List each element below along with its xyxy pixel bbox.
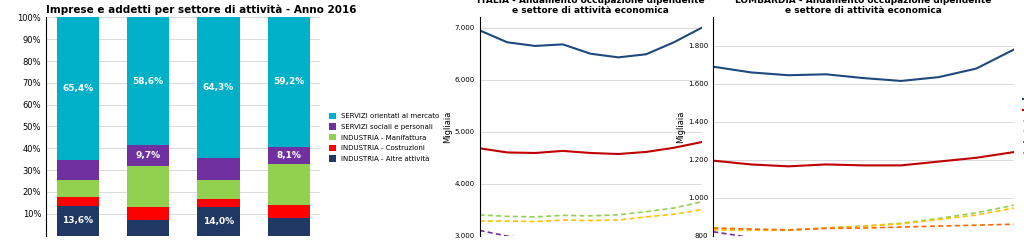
Bar <box>198 180 240 199</box>
Text: 13,6%: 13,6% <box>62 216 93 225</box>
Bar <box>127 17 169 145</box>
Bar <box>127 166 169 207</box>
Y-axis label: Migliaia: Migliaia <box>677 110 685 143</box>
Text: 58,6%: 58,6% <box>132 77 164 86</box>
Text: Imprese e addetti per settore di attività - Anno 2016: Imprese e addetti per settore di attivit… <box>46 5 356 15</box>
Bar <box>56 180 99 197</box>
Bar <box>267 17 310 147</box>
Bar <box>198 207 240 236</box>
Bar <box>127 220 169 236</box>
Bar <box>267 218 310 236</box>
Bar <box>198 199 240 207</box>
Bar <box>56 17 99 160</box>
Bar <box>56 197 99 206</box>
Bar <box>198 17 240 158</box>
Text: 9,7%: 9,7% <box>135 151 161 160</box>
Text: 59,2%: 59,2% <box>273 77 304 87</box>
Bar <box>127 207 169 220</box>
Title: LOMBARDIA - Andamento occupazione dipendente
e settore di attività economica: LOMBARDIA - Andamento occupazione dipend… <box>735 0 991 15</box>
Title: ITALIA - Andamento occupazione dipendente
e settore di attività economica: ITALIA - Andamento occupazione dipendent… <box>477 0 705 15</box>
Bar <box>267 205 310 218</box>
Bar <box>267 164 310 205</box>
Bar <box>127 145 169 166</box>
Text: 8,1%: 8,1% <box>276 151 301 160</box>
Y-axis label: Migliaia: Migliaia <box>442 110 452 143</box>
Bar <box>267 147 310 164</box>
Bar <box>198 158 240 180</box>
Bar <box>56 206 99 236</box>
Text: 14,0%: 14,0% <box>203 217 233 226</box>
Legend: TOTALE Uomini, TOTALE Donne, SERVIZI Uomini, SERVIZI Donne, INDUSTRIA Uomini, IN: TOTALE Uomini, TOTALE Donne, SERVIZI Uom… <box>1020 93 1024 159</box>
Legend: SERVIZI orientati al mercato, SERVIZI sociali e personali, INDUSTRIA - Manifattu: SERVIZI orientati al mercato, SERVIZI so… <box>329 113 439 162</box>
Text: 64,3%: 64,3% <box>203 83 234 92</box>
Bar <box>56 160 99 180</box>
Text: 65,4%: 65,4% <box>62 84 93 93</box>
